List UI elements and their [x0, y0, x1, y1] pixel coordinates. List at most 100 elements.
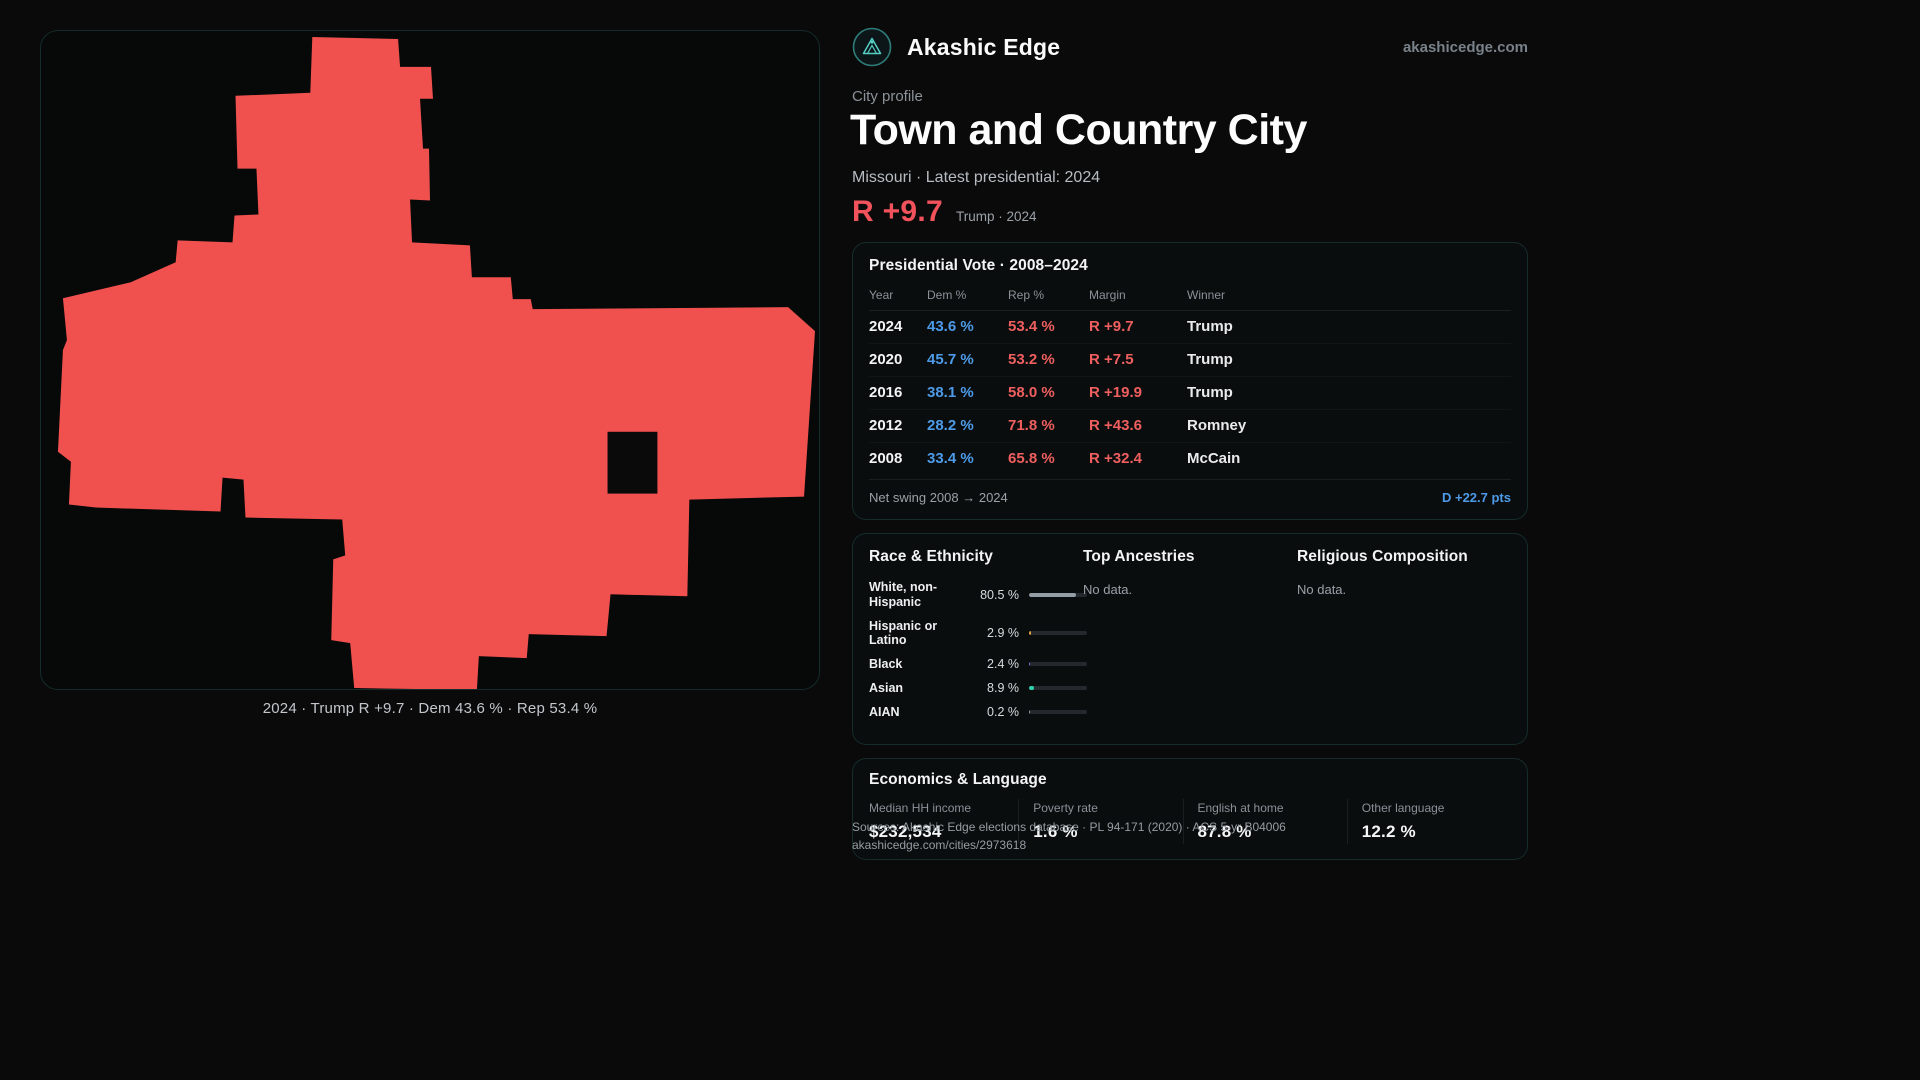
econ-stat: English at home 87.8 %	[1182, 799, 1347, 844]
race-label: White, non-Hispanic	[869, 580, 938, 609]
econ-stat: Median HH income $232,534	[869, 799, 1018, 844]
race-bar-fill	[1029, 686, 1035, 691]
ancestries-no-data: No data.	[1083, 582, 1133, 597]
race-row: Black 2.4 %	[869, 657, 1087, 672]
margin-cell: R +19.9	[1089, 377, 1187, 410]
race-row: White, non-Hispanic 80.5 %	[869, 580, 1087, 610]
site-header: Akashic Edge akashicedge.com	[852, 24, 1528, 70]
table-header-row: Year Dem % Rep % Margin Winner	[869, 283, 1511, 311]
stat-value: 87.8 %	[1197, 822, 1252, 841]
race-label: Black	[869, 657, 903, 671]
permalink[interactable]: akashicedge.com/cities/2973618	[852, 838, 1027, 852]
race-label: AIAN	[869, 704, 900, 719]
year-cell: 2020	[869, 344, 927, 377]
stat-label: Median HH income	[869, 801, 972, 815]
column-header: Dem %	[927, 283, 1008, 311]
rep-cell: 53.4 %	[1008, 311, 1089, 344]
table-row: 2012 28.2 % 71.8 % R +43.6 Romney	[869, 410, 1511, 443]
dem-cell: 33.4 %	[927, 450, 974, 467]
city-map-panel	[40, 30, 820, 690]
margin-cell: R +9.7	[1089, 311, 1187, 344]
column-header: Winner	[1187, 283, 1511, 311]
race-bar	[1029, 709, 1087, 714]
net-swing-label: Net swing 2008 → 2024	[869, 490, 1008, 505]
presidential-table: Year Dem % Rep % Margin Winner 2024 43.6 % 53.…	[869, 283, 1511, 475]
race-bar-fill	[1029, 631, 1031, 636]
religious-composition-title: Religious Composition	[1297, 548, 1468, 565]
table-row: 2008 33.4 % 65.8 % R +32.4 McCain	[869, 443, 1511, 476]
sources-line: Sources: Akashic Edge elections database…	[852, 820, 1286, 834]
year-cell: 2016	[869, 377, 927, 410]
race-row: AIAN 0.2 %	[869, 704, 1087, 720]
race-ethnicity-title: Race & Ethnicity	[869, 548, 993, 565]
stat-value: 1.6 %	[1033, 822, 1078, 841]
dem-cell: 28.2 %	[927, 410, 1008, 443]
winner-cell: Romney	[1187, 410, 1511, 443]
brand[interactable]: Akashic Edge	[852, 27, 1060, 67]
column-header: Margin	[1089, 283, 1187, 311]
winner-cell: McCain	[1187, 450, 1241, 467]
race-label: Asian	[869, 680, 904, 695]
econ-stat: Poverty rate 1.6 %	[1018, 799, 1182, 844]
brand-name: Akashic Edge	[907, 33, 1061, 60]
top-ancestries-title: Top Ancestries	[1083, 548, 1195, 565]
brand-logo-icon	[852, 27, 892, 67]
map-caption: 2024 · Trump R +9.7 · Dem 43.6 % · Rep 5…	[262, 700, 598, 717]
margin-cell: R +43.6	[1089, 410, 1187, 443]
winner-cell: Trump	[1187, 377, 1511, 410]
net-swing-value: D +22.7 pts	[1441, 490, 1511, 505]
race-value: 80.5 %	[980, 587, 1019, 602]
presidential-table-body: 2024 43.6 % 53.4 % R +9.7 Trump 2020 45.7 % 53.…	[869, 311, 1511, 476]
race-bar-fill	[1029, 662, 1031, 667]
race-value: 2.9 %	[987, 626, 1019, 641]
city-map	[57, 36, 816, 689]
city-polygon	[57, 36, 816, 689]
margin-cell: R +32.4	[1089, 450, 1142, 467]
city-enclave-hole	[607, 431, 658, 494]
stat-value: 12.2 %	[1361, 822, 1416, 841]
rep-cell: 58.0 %	[1008, 377, 1089, 410]
race-row: Asian 8.9 %	[869, 680, 1087, 696]
race-value: 8.9 %	[987, 681, 1019, 696]
year-cell: 2024	[869, 311, 927, 344]
page-title: Town and Country City	[850, 106, 1307, 154]
subtitle: Missouri · Latest presidential: 2024	[852, 169, 1101, 186]
presidential-card-title: Presidential Vote · 2008–2024	[869, 257, 1088, 274]
econ-stat: Other language 12.2 %	[1346, 799, 1511, 844]
religious-composition-column: Religious Composition No data.	[1297, 548, 1511, 730]
net-swing-row: Net swing 2008 → 2024 D +22.7 pts	[869, 479, 1511, 505]
headline: R +9.7 Trump · 2024	[852, 195, 1037, 229]
economics-card: Economics & Language Median HH income $23…	[852, 758, 1528, 860]
stat-label: Poverty rate	[1033, 801, 1098, 815]
dem-cell: 43.6 %	[927, 311, 1008, 344]
table-row: 2016 38.1 % 58.0 % R +19.9 Trump	[869, 377, 1511, 410]
column-header: Year	[869, 283, 927, 311]
race-bar	[1029, 592, 1087, 597]
stat-value: $232,534	[869, 822, 942, 841]
race-value: 2.4 %	[987, 657, 1019, 672]
kicker-label: City profile	[852, 88, 923, 105]
headline-margin: R +9.7	[852, 195, 944, 228]
top-ancestries-column: Top Ancestries No data.	[1083, 548, 1297, 730]
winner-cell: Trump	[1187, 311, 1511, 344]
page-footer: Sources: Akashic Edge elections database…	[852, 820, 1286, 852]
stat-label: English at home	[1197, 801, 1284, 815]
stat-label: Other language	[1361, 801, 1445, 815]
rep-cell: 65.8 %	[1008, 450, 1055, 467]
economics-card-title: Economics & Language	[869, 771, 1047, 788]
margin-cell: R +7.5	[1089, 344, 1187, 377]
column-header: Rep %	[1008, 283, 1089, 311]
rep-cell: 53.2 %	[1008, 344, 1089, 377]
econ-stats: Median HH income $232,534 Poverty rate 1.6 …	[869, 799, 1511, 844]
dem-cell: 45.7 %	[927, 344, 1008, 377]
year-cell: 2008	[869, 450, 903, 467]
presidential-vote-card: Presidential Vote · 2008–2024 Year Dem % R…	[852, 242, 1528, 520]
race-label: Hispanic or Latino	[869, 618, 938, 648]
race-ethnicity-column: Race & Ethnicity White, non-Hispanic 80.5…	[869, 548, 1087, 730]
site-domain-link[interactable]: akashicedge.com	[1402, 38, 1528, 56]
demographics-card: Race & Ethnicity White, non-Hispanic 80.5…	[852, 533, 1528, 745]
race-bar	[1029, 662, 1087, 667]
table-row: 2020 45.7 % 53.2 % R +7.5 Trump	[869, 344, 1511, 377]
race-bar-fill	[1029, 592, 1076, 597]
